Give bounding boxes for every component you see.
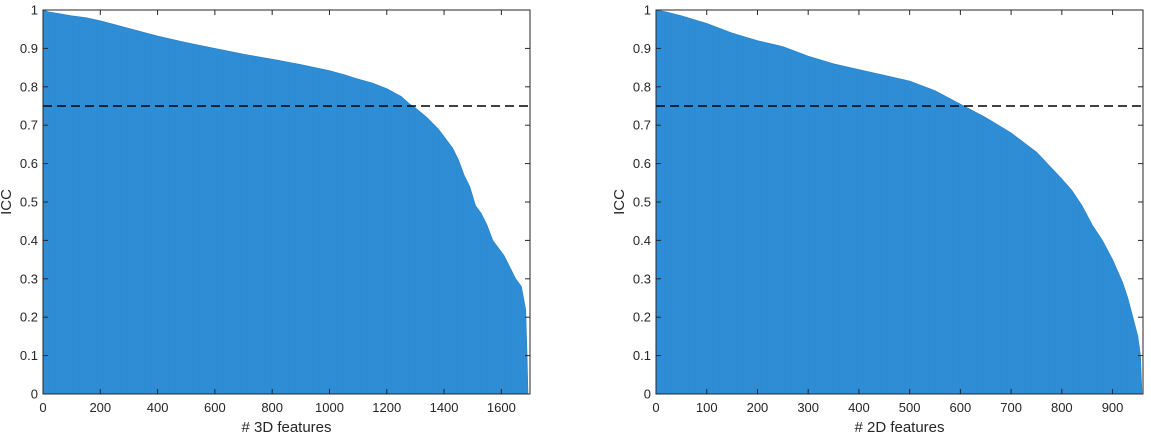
y-tick-label: 0.9 — [20, 41, 38, 56]
y-tick-label: 0.8 — [633, 79, 651, 94]
y-tick-label: 0 — [644, 387, 651, 402]
bar-texture — [45, 11, 527, 394]
y-tick-label: 0.3 — [633, 271, 651, 286]
y-tick-label: 0.2 — [633, 310, 651, 325]
y-tick-label: 0.2 — [20, 310, 38, 325]
y-tick-label: 0.7 — [633, 118, 651, 133]
y-tick-label: 0.3 — [20, 271, 38, 286]
x-tick-label: 800 — [261, 400, 283, 415]
x-tick-label: 1400 — [430, 400, 459, 415]
x-tick-label: 300 — [797, 400, 819, 415]
x-tick-label: 600 — [204, 400, 226, 415]
x-tick-label: 700 — [1000, 400, 1022, 415]
x-tick-label: 500 — [899, 400, 921, 415]
x-tick-label: 800 — [1051, 400, 1073, 415]
x-tick-label: 1200 — [372, 400, 401, 415]
y-tick-label: 0.5 — [633, 195, 651, 210]
x-tick-label: 0 — [39, 400, 46, 415]
x-tick-label: 400 — [848, 400, 870, 415]
y-tick-label: 1 — [644, 3, 651, 18]
x-tick-label: 1600 — [487, 400, 516, 415]
y-tick-label: 0 — [31, 387, 38, 402]
y-axis-label: ICC — [611, 189, 628, 215]
y-tick-label: 0.1 — [633, 348, 651, 363]
x-tick-label: 1000 — [315, 400, 344, 415]
right-chart-panel: 0 100 200 300 400 500 600 700 800 900 0 0.1 0.2 0.3 0.… — [611, 3, 1144, 434]
y-axis-label: ICC — [0, 189, 15, 215]
bar-texture — [658, 10, 1140, 394]
y-tick-label: 0.6 — [633, 156, 651, 171]
x-tick-label: 400 — [147, 400, 169, 415]
left-chart-panel: 0 200 400 600 800 1000 1200 1400 1600 0 0.1 0.2 0.3 0… — [0, 3, 531, 434]
x-axis-label: # 3D features — [241, 419, 331, 434]
x-tick-label: 200 — [89, 400, 111, 415]
y-tick-label: 0.6 — [20, 156, 38, 171]
x-tick-label: 600 — [950, 400, 972, 415]
x-tick-label: 900 — [1102, 400, 1124, 415]
y-tick-label: 0.8 — [20, 79, 38, 94]
y-tick-label: 0.4 — [20, 233, 38, 248]
y-tick-label: 0.9 — [633, 41, 651, 56]
y-tick-label: 0.4 — [633, 233, 651, 248]
x-tick-label: 0 — [652, 400, 659, 415]
y-tick-label: 0.5 — [20, 195, 38, 210]
x-axis-label: # 2D features — [854, 419, 944, 434]
y-tick-label: 0.1 — [20, 348, 38, 363]
icc-bars-area — [42, 9, 529, 395]
y-tick-label: 1 — [31, 3, 38, 18]
x-tick-label: 100 — [696, 400, 718, 415]
y-tick-label: 0.7 — [20, 118, 38, 133]
x-tick-label: 200 — [747, 400, 769, 415]
